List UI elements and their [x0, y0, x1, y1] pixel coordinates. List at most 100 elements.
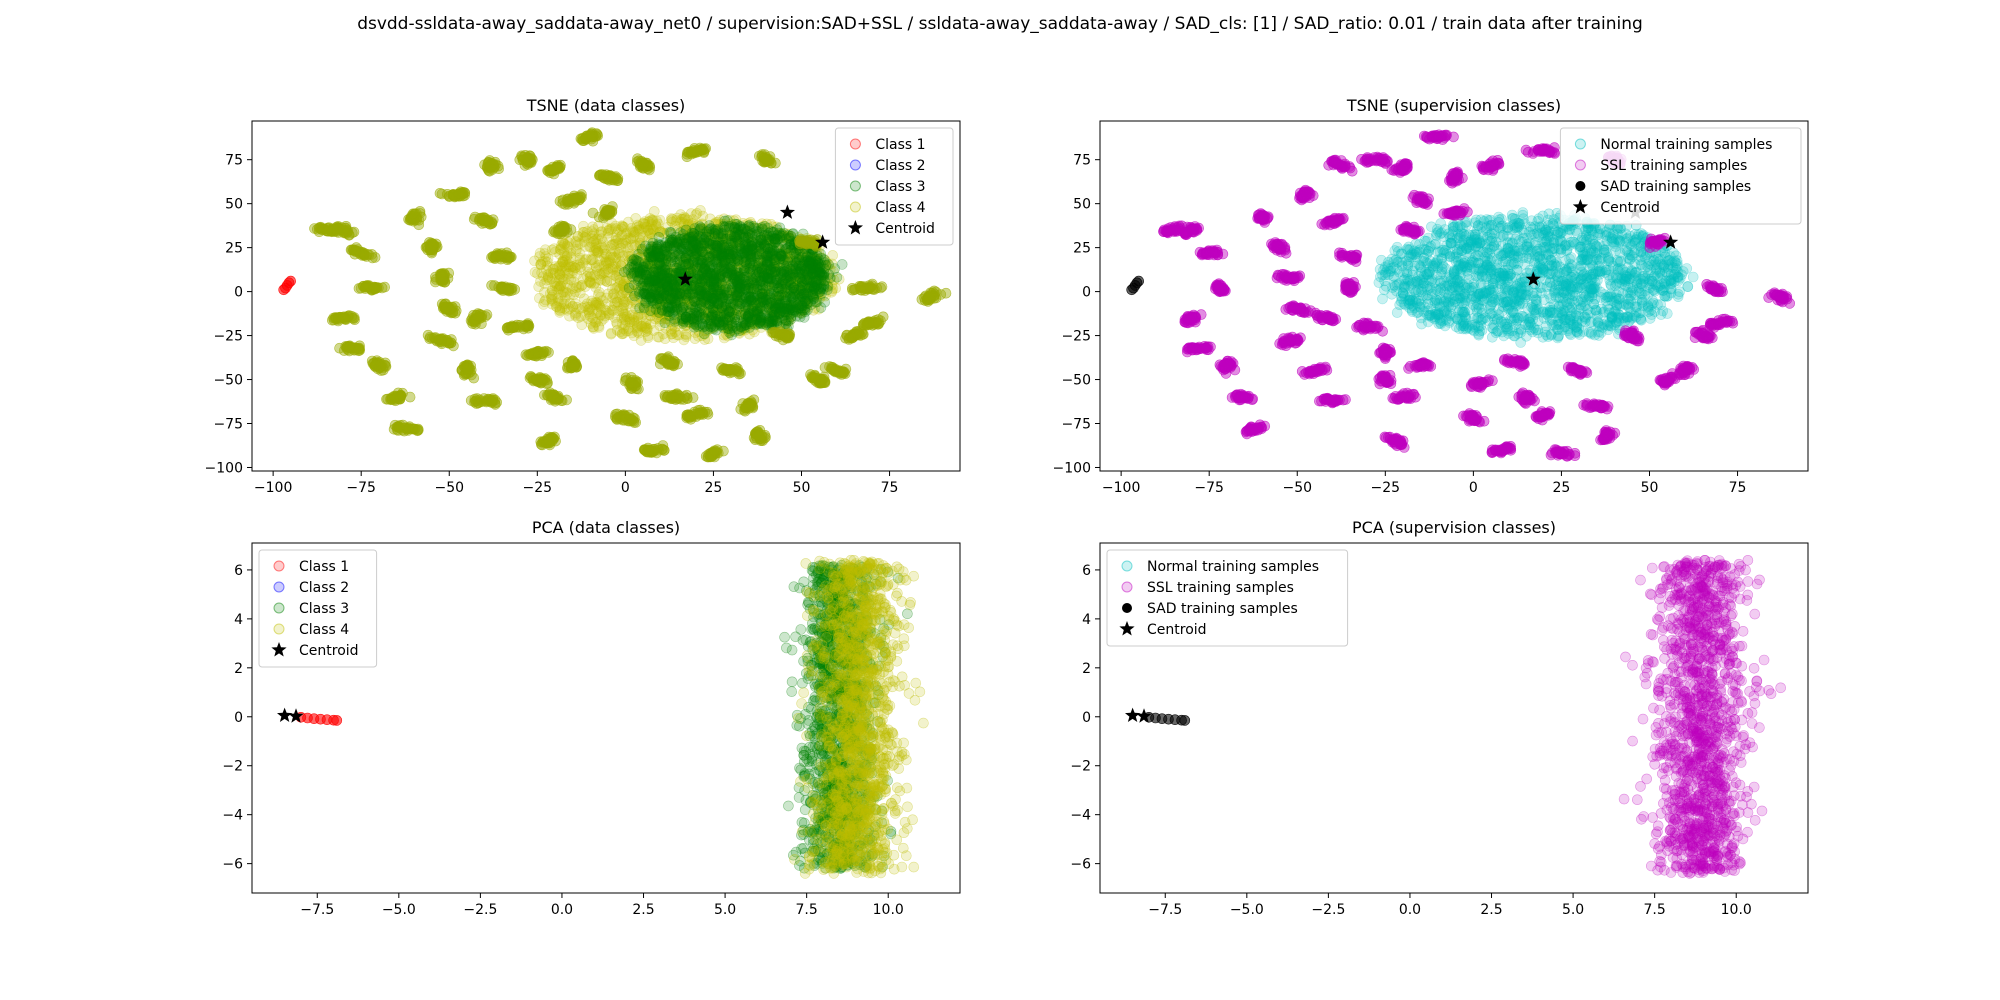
data-point — [756, 293, 768, 304]
data-point — [729, 287, 741, 299]
data-point — [643, 216, 654, 227]
data-point — [652, 285, 663, 297]
data-point — [804, 278, 815, 290]
data-point — [707, 229, 718, 240]
data-point — [665, 215, 677, 226]
data-point — [626, 316, 638, 328]
data-point — [561, 240, 573, 252]
data-point — [698, 304, 709, 316]
data-point — [615, 260, 627, 271]
data-point — [337, 312, 349, 323]
data-point — [711, 247, 722, 258]
data-point — [800, 295, 812, 307]
data-point — [697, 144, 709, 156]
data-point — [551, 280, 563, 292]
data-point — [671, 287, 682, 299]
data-point — [795, 307, 807, 318]
data-point — [611, 302, 623, 313]
data-point — [765, 314, 776, 326]
data-point — [702, 323, 713, 335]
data-point — [702, 299, 714, 310]
data-point — [712, 263, 724, 275]
data-point — [660, 256, 672, 268]
data-point — [672, 290, 683, 301]
data-point — [634, 232, 646, 243]
data-point — [586, 254, 598, 266]
data-point — [618, 295, 629, 306]
data-point — [631, 326, 643, 338]
data-point — [572, 239, 583, 251]
data-point — [632, 309, 644, 321]
data-point — [548, 263, 560, 275]
data-point — [754, 286, 766, 298]
data-point — [599, 304, 611, 316]
data-point — [680, 331, 692, 343]
data-point — [653, 307, 665, 318]
data-point — [732, 234, 743, 246]
data-point — [558, 286, 569, 297]
data-point — [559, 238, 570, 249]
data-point — [585, 318, 597, 329]
data-point — [689, 333, 701, 345]
data-point — [691, 264, 703, 276]
data-point — [535, 259, 547, 271]
data-point — [717, 279, 729, 291]
data-point — [745, 283, 757, 294]
data-point — [685, 411, 696, 423]
data-point — [428, 239, 439, 250]
data-point — [554, 302, 566, 314]
data-point — [729, 298, 741, 310]
data-point — [666, 281, 678, 293]
data-point — [619, 375, 631, 387]
data-point — [729, 269, 740, 281]
data-point — [583, 276, 595, 288]
data-point — [690, 327, 701, 338]
data-point — [617, 305, 628, 317]
data-point — [820, 255, 831, 266]
data-point — [785, 278, 797, 289]
data-point — [735, 325, 747, 336]
data-point — [570, 309, 581, 320]
data-point — [584, 271, 596, 283]
data-point — [588, 247, 600, 258]
data-point — [539, 286, 550, 298]
data-point — [771, 308, 783, 320]
data-point — [640, 322, 651, 334]
data-point — [750, 230, 761, 241]
data-point — [599, 248, 611, 259]
data-point — [784, 270, 796, 282]
data-point — [736, 324, 747, 336]
data-point — [603, 225, 614, 237]
data-point — [542, 272, 554, 284]
data-point — [596, 233, 607, 244]
data-point — [747, 230, 759, 242]
data-point — [778, 250, 789, 261]
data-point — [639, 258, 650, 269]
data-point — [688, 314, 700, 326]
data-point — [677, 229, 689, 240]
data-point — [703, 225, 715, 236]
data-point — [688, 145, 700, 156]
data-point — [540, 345, 552, 357]
data-point — [650, 269, 662, 281]
data-point — [487, 164, 498, 175]
data-point — [691, 208, 703, 219]
data-point — [767, 268, 779, 280]
data-point — [669, 279, 680, 290]
data-point — [555, 243, 566, 255]
data-point — [553, 295, 564, 307]
data-point — [647, 224, 659, 235]
data-point — [758, 242, 769, 254]
data-point — [638, 303, 650, 315]
data-point — [781, 267, 792, 279]
data-point — [572, 231, 584, 242]
data-point — [715, 218, 727, 230]
data-point — [547, 285, 558, 297]
data-point — [611, 296, 623, 308]
data-point — [379, 359, 391, 371]
data-point — [570, 307, 581, 319]
data-point — [760, 303, 772, 315]
data-point — [412, 424, 423, 436]
data-point — [782, 276, 794, 288]
data-point — [731, 227, 742, 238]
